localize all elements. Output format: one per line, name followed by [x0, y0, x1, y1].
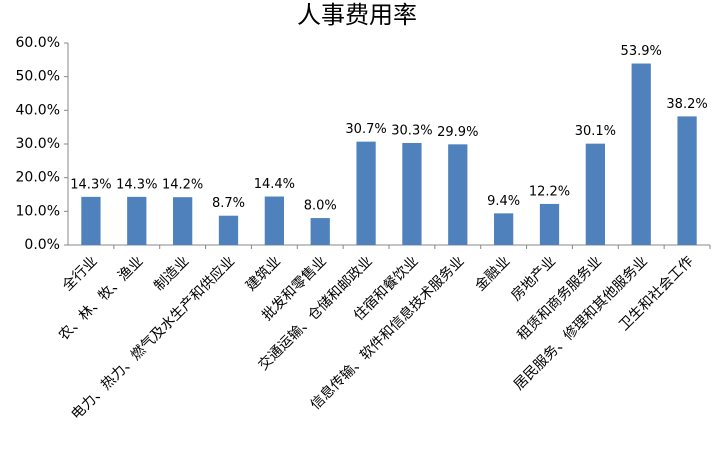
value-label: 30.3% — [391, 123, 432, 138]
value-label: 8.7% — [212, 196, 245, 211]
bar — [310, 218, 330, 245]
y-tick-label: 10.0% — [16, 203, 60, 219]
x-tick-label: 制造业 — [151, 253, 192, 294]
bar — [218, 215, 239, 245]
value-label: 14.2% — [162, 178, 203, 193]
value-label: 29.9% — [437, 125, 478, 140]
value-label: 38.2% — [666, 97, 707, 112]
y-tick-label: 50.0% — [16, 69, 60, 85]
bar — [585, 143, 605, 245]
y-tick-label: 60.0% — [16, 35, 60, 51]
bar — [494, 213, 514, 245]
bar — [631, 63, 651, 245]
x-tick-label: 电力、热力、燃气及水生产和供应业 — [68, 253, 238, 423]
value-label: 8.0% — [304, 199, 337, 214]
bar — [127, 196, 147, 245]
bar — [539, 203, 560, 245]
y-tick-label: 0.0% — [24, 237, 60, 253]
value-label: 9.4% — [487, 194, 520, 209]
y-tick-label: 40.0% — [16, 102, 60, 118]
value-label: 30.7% — [345, 122, 386, 137]
bar — [448, 144, 468, 245]
bar — [173, 197, 193, 245]
y-tick-label: 30.0% — [16, 136, 60, 152]
x-tick-label: 租赁和商务服务业 — [515, 253, 606, 344]
value-label: 30.1% — [575, 124, 616, 139]
bar — [402, 142, 422, 245]
bar — [81, 196, 101, 245]
chart-title: 人事费用率 — [297, 1, 417, 29]
x-tick-label: 金融业 — [472, 253, 513, 294]
value-label: 14.4% — [254, 177, 295, 192]
value-label: 12.2% — [529, 184, 570, 199]
bar — [356, 141, 376, 245]
bar — [264, 196, 284, 245]
x-tick-label: 建筑业 — [243, 253, 284, 294]
x-tick-label: 全行业 — [59, 253, 101, 295]
value-label: 53.9% — [621, 44, 662, 59]
x-tick-label: 农、林、牧、渔业 — [56, 253, 147, 344]
bar — [677, 116, 697, 245]
value-label: 14.3% — [70, 177, 111, 192]
value-label: 14.3% — [116, 177, 157, 192]
y-tick-label: 20.0% — [16, 170, 60, 186]
